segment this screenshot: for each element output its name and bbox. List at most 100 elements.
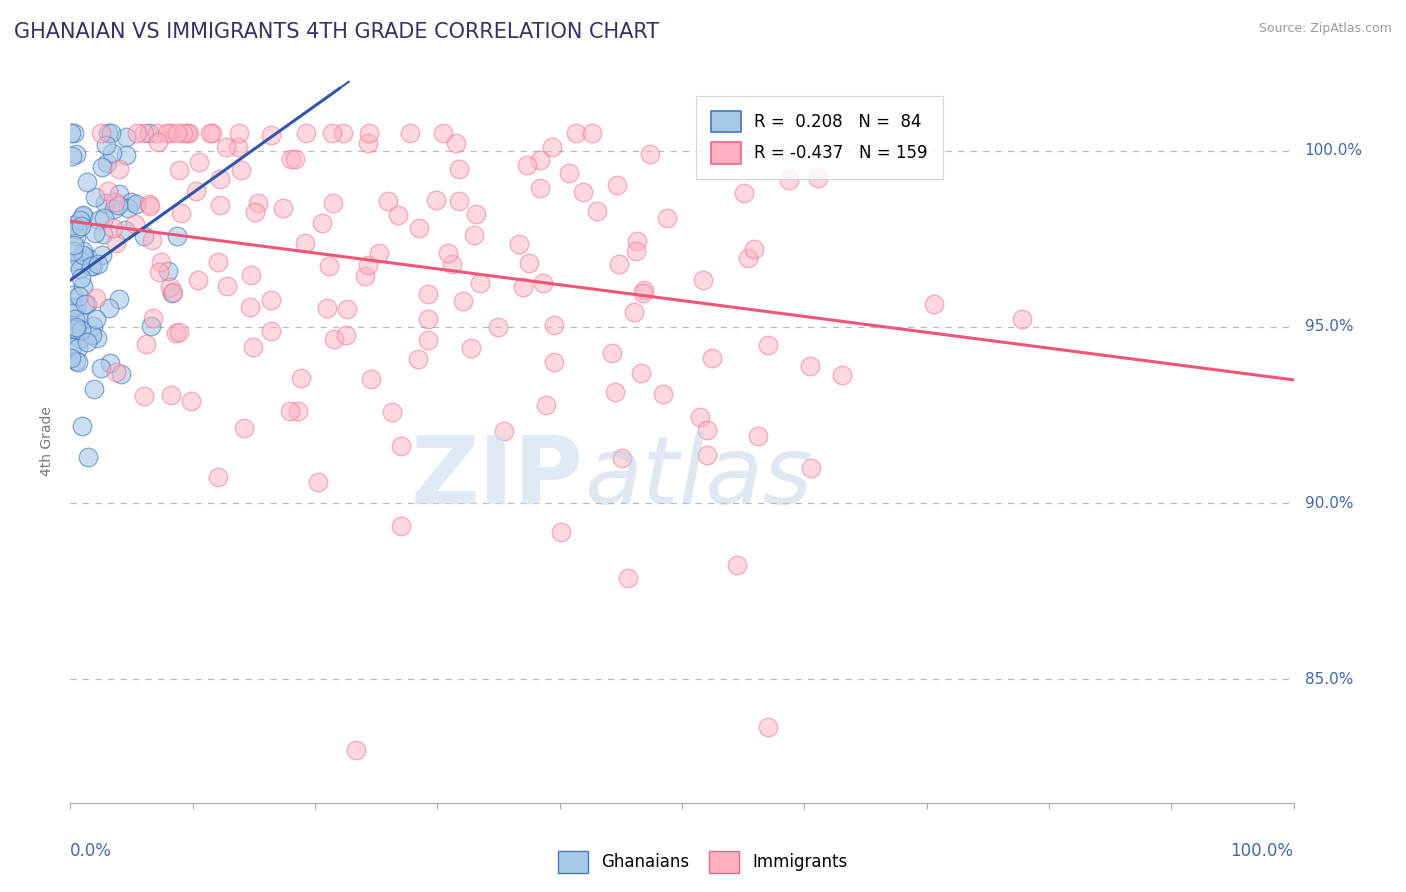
Point — [166, 126, 188, 140]
Point — [107, 292, 129, 306]
Point — [623, 304, 645, 318]
Point — [90, 361, 112, 376]
Point — [114, 129, 136, 144]
Point — [60, 340, 83, 354]
Point — [83, 382, 105, 396]
Point — [156, 126, 179, 140]
Point — [104, 194, 127, 209]
Point — [142, 310, 165, 325]
Point — [60, 126, 83, 140]
Point — [273, 201, 295, 215]
Point — [69, 213, 91, 227]
Point — [924, 297, 946, 311]
Point — [290, 370, 312, 384]
Point — [696, 448, 718, 462]
Point — [280, 152, 302, 166]
Point — [69, 261, 91, 276]
Point — [357, 258, 380, 272]
Point — [120, 194, 142, 209]
Point — [517, 256, 540, 270]
Point — [108, 187, 131, 202]
Point — [187, 155, 209, 169]
Point — [543, 355, 565, 369]
Point — [139, 199, 162, 213]
Point — [565, 126, 588, 140]
Point — [169, 206, 191, 220]
Point — [73, 297, 96, 311]
Point — [77, 251, 100, 265]
Point — [63, 311, 86, 326]
Point — [287, 404, 309, 418]
Point — [132, 126, 155, 140]
Point — [541, 140, 564, 154]
Point — [451, 293, 474, 308]
Point — [689, 410, 711, 425]
Point — [65, 222, 87, 236]
Text: 0.0%: 0.0% — [70, 842, 112, 860]
Point — [72, 210, 94, 224]
Point — [389, 439, 412, 453]
Point — [357, 126, 380, 140]
Point — [425, 194, 447, 208]
Point — [69, 323, 91, 337]
Point — [65, 228, 87, 243]
Point — [80, 260, 103, 274]
Point — [65, 300, 87, 314]
Point — [101, 146, 124, 161]
Point — [240, 268, 263, 282]
Point — [76, 176, 98, 190]
Point — [260, 128, 283, 143]
Point — [747, 429, 769, 443]
Point — [187, 272, 209, 286]
Text: ZIP: ZIP — [411, 432, 583, 524]
Point — [100, 126, 122, 140]
Point — [321, 126, 343, 140]
Point — [179, 126, 201, 140]
Point — [692, 273, 714, 287]
Text: GHANAIAN VS IMMIGRANTS 4TH GRADE CORRELATION CHART: GHANAIAN VS IMMIGRANTS 4TH GRADE CORRELA… — [14, 22, 659, 42]
Point — [737, 251, 759, 265]
Point — [107, 162, 129, 177]
Point — [96, 155, 118, 169]
Point — [114, 147, 136, 161]
Point — [65, 147, 87, 161]
Point — [91, 160, 114, 174]
Point — [725, 558, 748, 572]
Legend: Ghanaians, Immigrants: Ghanaians, Immigrants — [551, 845, 855, 880]
Point — [135, 337, 157, 351]
Point — [62, 288, 84, 302]
Point — [198, 126, 221, 140]
Point — [460, 341, 482, 355]
Point — [571, 185, 593, 199]
Point — [91, 227, 114, 241]
Point — [114, 222, 136, 236]
Point — [360, 371, 382, 385]
Point — [76, 297, 98, 311]
Point — [626, 234, 648, 248]
Point — [408, 220, 430, 235]
Point — [416, 312, 439, 326]
Point — [655, 211, 678, 225]
Point — [444, 136, 467, 150]
Point — [432, 126, 454, 140]
Point — [67, 288, 90, 302]
Point — [184, 184, 207, 198]
Point — [91, 248, 114, 262]
Point — [62, 244, 84, 258]
Point — [208, 198, 231, 212]
Point — [284, 152, 307, 166]
Point — [742, 242, 765, 256]
Point — [336, 301, 359, 316]
Point — [799, 359, 821, 374]
Point — [332, 126, 354, 140]
Point — [110, 367, 132, 381]
Point — [800, 461, 823, 475]
Point — [260, 324, 283, 338]
Point — [124, 218, 146, 232]
Point — [344, 743, 367, 757]
Point — [72, 248, 94, 262]
Point — [82, 319, 104, 334]
Point — [600, 346, 623, 360]
Point — [238, 300, 260, 314]
Point — [607, 257, 630, 271]
